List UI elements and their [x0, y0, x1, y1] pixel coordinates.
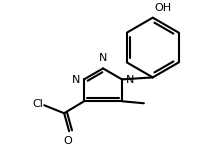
Text: Cl: Cl: [32, 99, 43, 109]
Text: N: N: [126, 75, 134, 85]
Text: N: N: [72, 75, 80, 85]
Text: O: O: [64, 136, 73, 146]
Text: OH: OH: [155, 3, 172, 13]
Text: N: N: [99, 53, 107, 63]
